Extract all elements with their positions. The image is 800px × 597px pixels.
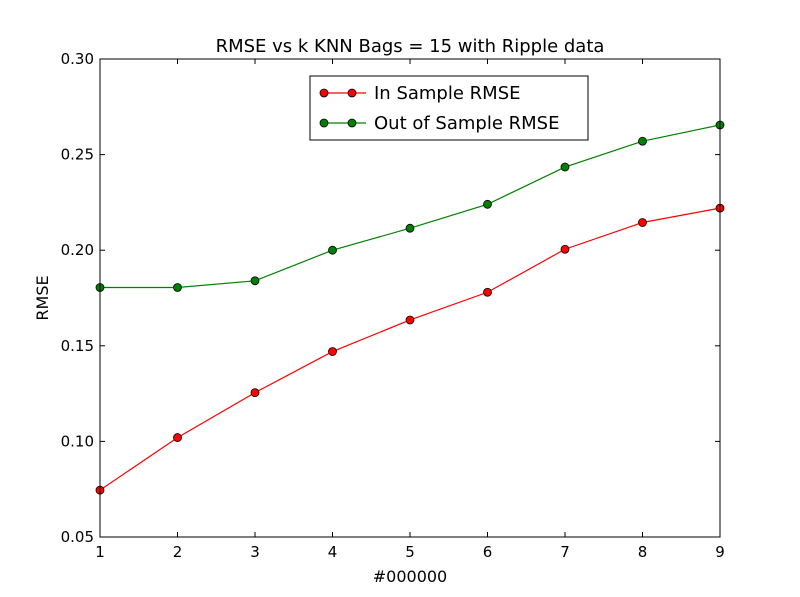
- legend-marker-1: [319, 118, 329, 128]
- data-point-s1-1: [173, 283, 182, 292]
- x-tick-label-6: 7: [560, 543, 570, 561]
- x-tick-label-8: 9: [715, 543, 725, 561]
- legend-marker-0: [319, 88, 329, 98]
- y-axis-label: RMSE: [33, 275, 52, 320]
- data-point-s0-4: [405, 315, 415, 325]
- x-tick-label-4: 5: [405, 543, 415, 561]
- data-point-s1-3: [328, 245, 337, 255]
- y-tick-label-1: 0.10: [61, 432, 94, 450]
- legend-marker-b-0: [347, 88, 357, 98]
- y-tick-label-2: 0.15: [61, 337, 94, 355]
- data-point-s1-6: [560, 162, 570, 172]
- data-point-s0-5: [483, 287, 492, 297]
- y-tick-label-3: 0.20: [61, 241, 94, 259]
- data-point-s1-5: [483, 199, 492, 209]
- data-point-s0-3: [328, 347, 337, 356]
- data-point-s0-7: [638, 218, 647, 227]
- x-tick-label-5: 6: [483, 543, 493, 561]
- legend-marker-b-1: [347, 118, 357, 128]
- x-tick-label-3: 4: [328, 543, 338, 561]
- x-tick-label-0: 1: [95, 543, 105, 561]
- y-tick-label-4: 0.25: [61, 146, 94, 164]
- data-point-s0-2: [250, 388, 260, 398]
- legend: In Sample RMSE Out of Sample RMSE: [309, 75, 589, 141]
- plot-area: 1 2 3 4 5 6 7 8 9 0.05 0.10 0.15 0.20 0.25 0.30: [61, 50, 725, 561]
- legend-label-0: In Sample RMSE: [374, 83, 521, 104]
- y-tick-label-5: 0.30: [61, 50, 94, 68]
- data-point-s0-6: [560, 244, 570, 254]
- x-tick-label-2: 3: [250, 543, 260, 561]
- data-point-s0-1: [173, 433, 182, 442]
- y-tick-label-0: 0.05: [61, 528, 94, 546]
- series-line-1: [100, 124, 721, 289]
- x-tick-label-7: 8: [638, 543, 648, 561]
- data-point-s1-4: [405, 223, 415, 233]
- legend-label-1: Out of Sample RMSE: [374, 113, 559, 134]
- data-point-s1-2: [250, 276, 260, 286]
- chart-title: RMSE vs k KNN Bags = 15 with Ripple data: [216, 36, 605, 57]
- data-point-s1-7: [638, 136, 647, 146]
- x-axis-label: #000000: [373, 567, 447, 586]
- legend-box: [309, 75, 589, 141]
- x-tick-label-1: 2: [173, 543, 183, 561]
- series-line-0: [99, 207, 721, 491]
